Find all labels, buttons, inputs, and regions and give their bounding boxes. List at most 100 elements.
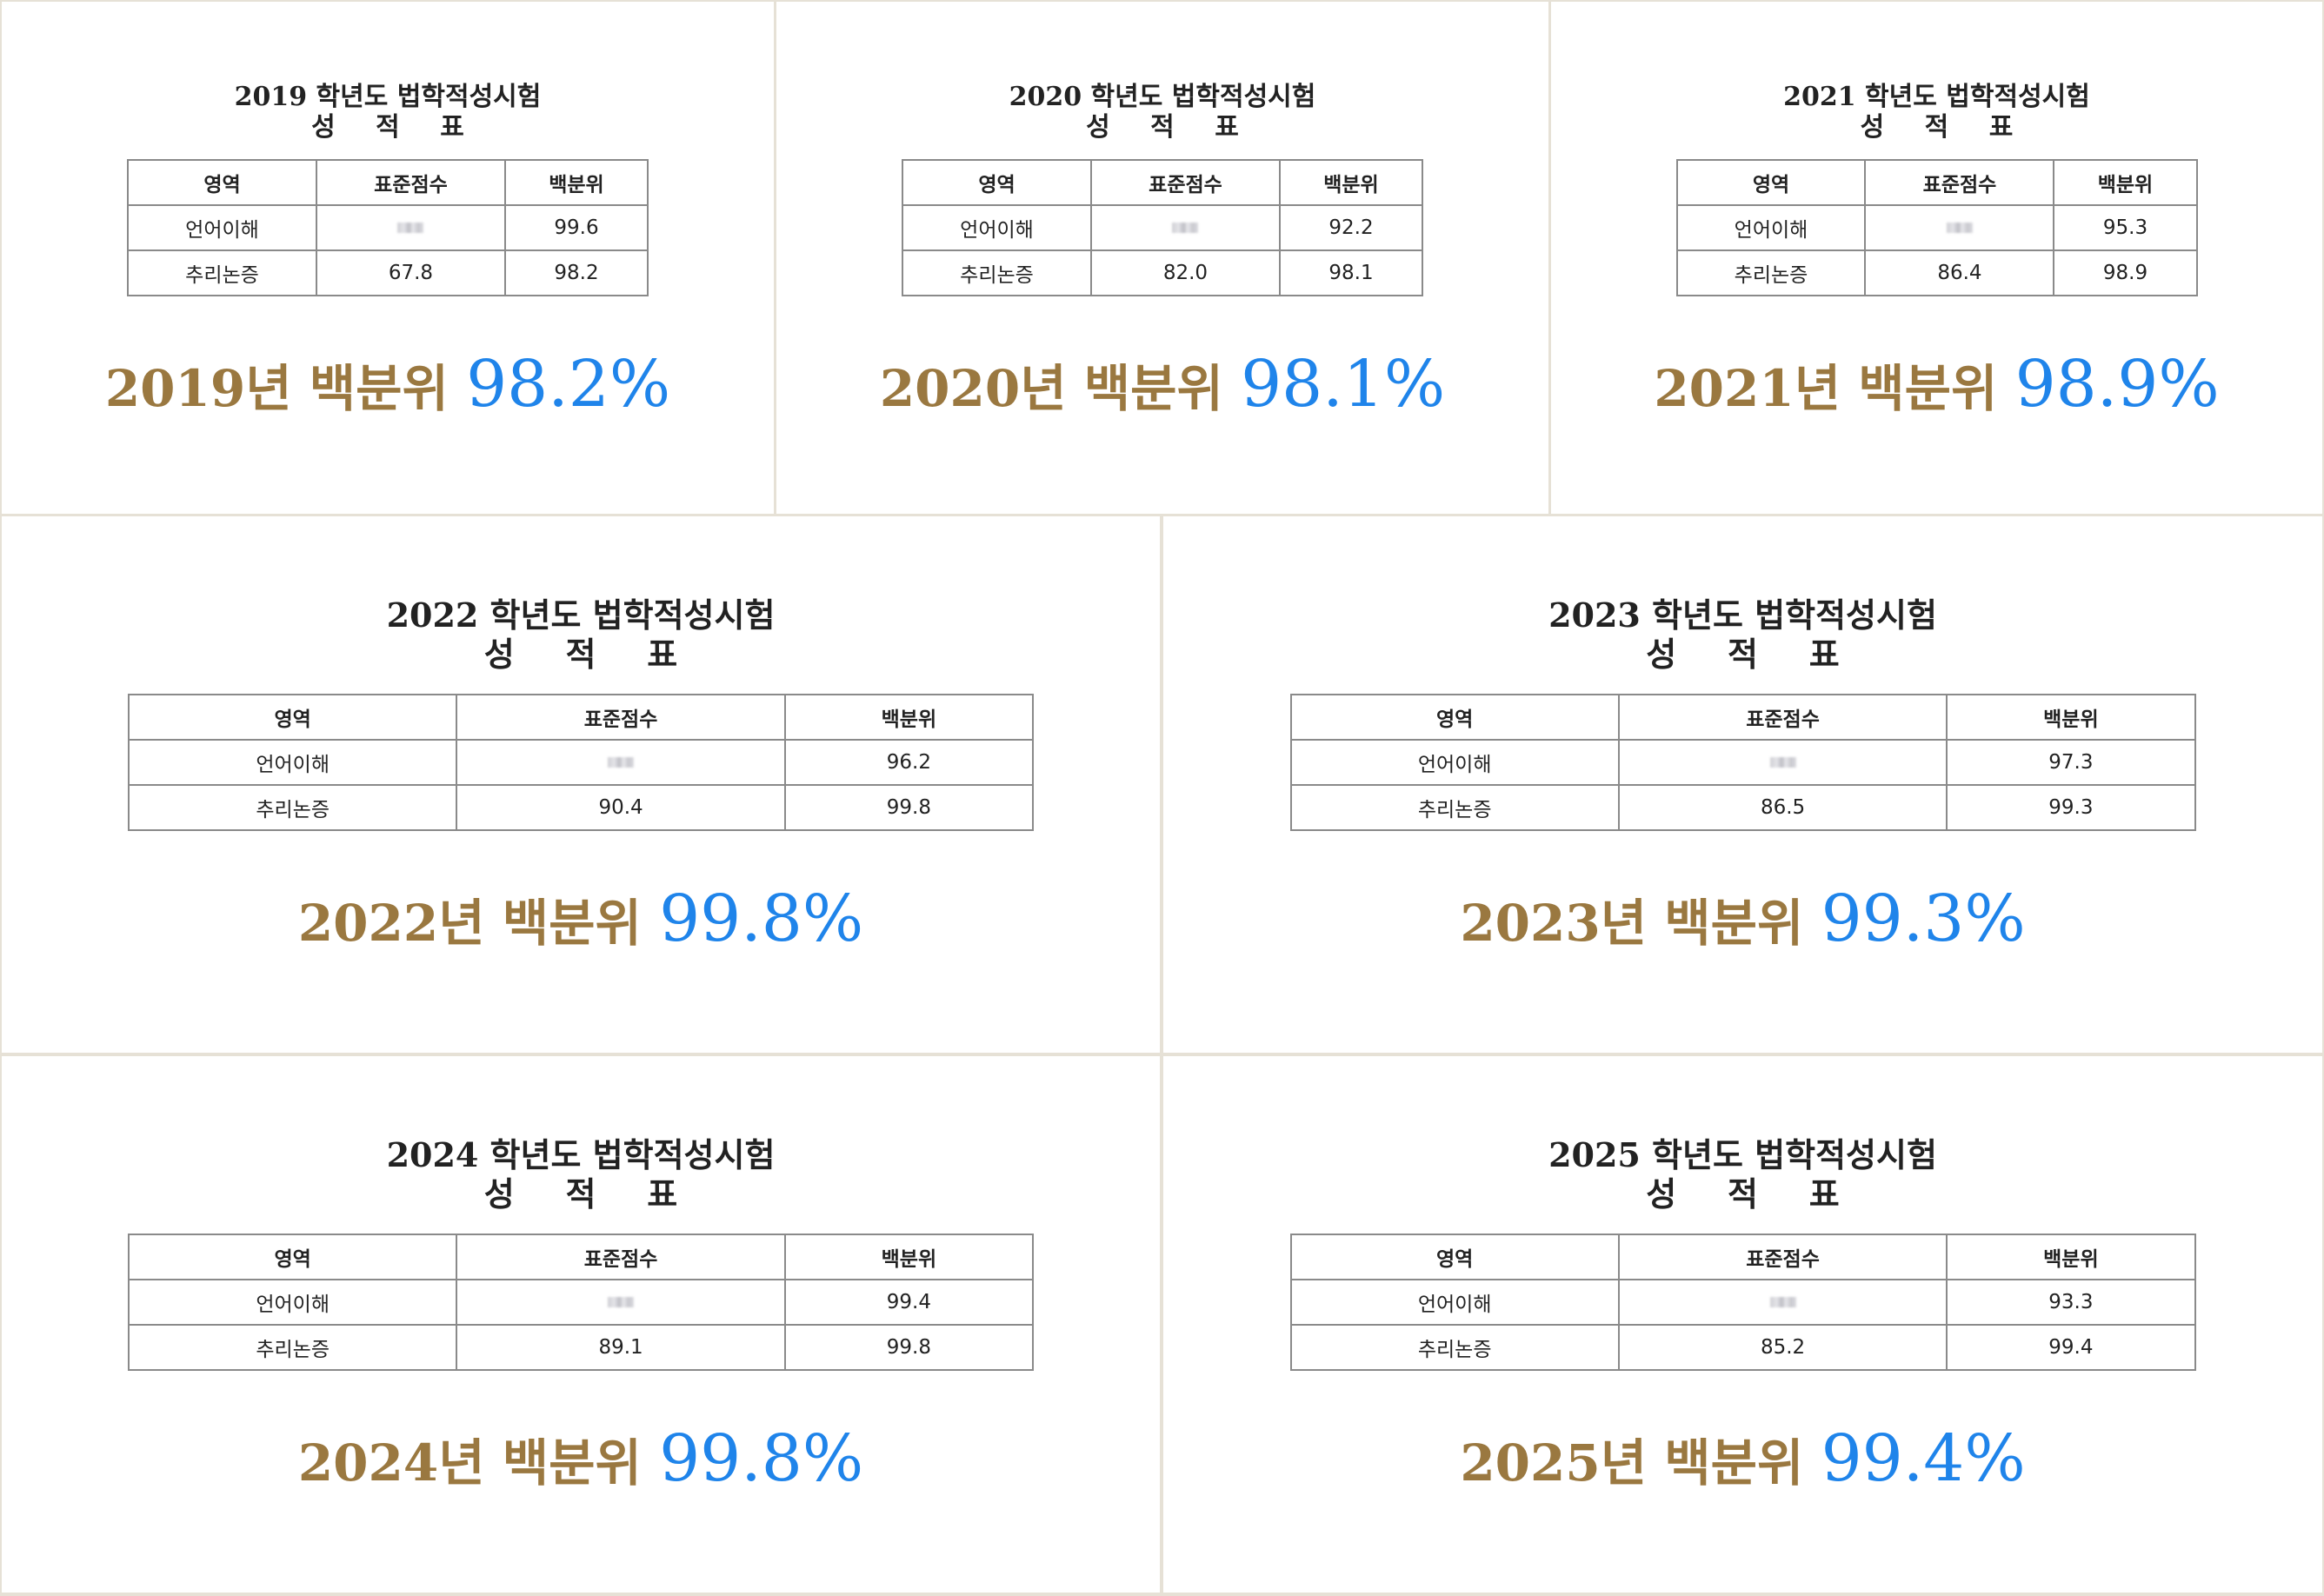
percentile-headline: 2020년 백분위 98.1% (776, 347, 1548, 422)
standard-score-cell: 86.5 (1617, 783, 1948, 831)
area-cell: 언어이해 (127, 203, 317, 251)
header-area: 영역 (1289, 693, 1620, 741)
header-standard-score: 표준점수 (315, 158, 506, 206)
redacted-value (608, 1297, 635, 1308)
sheet-subtitle: 성 적 표 (1860, 112, 2029, 143)
sheet-title: 2023 학년도 법학적성시험 성 적 표 (1163, 516, 2322, 675)
redacted-score-cell (1089, 203, 1281, 251)
percentile-cell: 95.3 (2053, 203, 2198, 251)
exam-title: 2025 학년도 법학적성시험 (1548, 1135, 1937, 1174)
table-header-row: 영역 표준점수 백분위 (127, 158, 649, 206)
score-table: 영역 표준점수 백분위 언어이해 97.3 추리논증 86.5 99.3 (1289, 693, 2196, 831)
standard-score-cell: 67.8 (315, 249, 506, 296)
score-card-2022: 2022 학년도 법학적성시험 성 적 표 영역 표준점수 백분위 언어이해 9… (2, 516, 1160, 1053)
area-cell: 언어이해 (127, 738, 458, 786)
table-row: 추리논증 82.0 98.1 (902, 249, 1424, 296)
header-area: 영역 (127, 693, 458, 741)
exam-title: 2020 학년도 법학적성시험 (1009, 82, 1316, 112)
percentile-cell: 99.4 (1946, 1323, 2196, 1371)
table-row: 추리논증 85.2 99.4 (1289, 1323, 2196, 1371)
headline-percent: 99.4% (1821, 1420, 2026, 1496)
header-area: 영역 (1289, 1233, 1620, 1280)
headline-percent: 99.3% (1821, 881, 2026, 956)
score-card-2019: 2019 학년도 법학적성시험 성 적 표 영역 표준점수 백분위 언어이해 9… (2, 2, 774, 514)
header-standard-score: 표준점수 (456, 693, 786, 741)
score-card-2020: 2020 학년도 법학적성시험 성 적 표 영역 표준점수 백분위 언어이해 9… (776, 2, 1548, 514)
redacted-score-cell (1617, 1278, 1948, 1326)
area-cell: 언어이해 (1675, 203, 1867, 251)
percentile-headline: 2025년 백분위 99.4% (1163, 1421, 2322, 1496)
header-percentile: 백분위 (503, 158, 649, 206)
area-cell: 언어이해 (902, 203, 1092, 251)
area-cell: 추리논증 (127, 783, 458, 831)
table-row: 추리논증 86.4 98.9 (1675, 249, 2198, 296)
score-table: 영역 표준점수 백분위 언어이해 99.4 추리논증 89.1 99.8 (127, 1233, 1035, 1371)
percentile-headline: 2023년 백분위 99.3% (1163, 881, 2322, 956)
headline-label: 2019년 백분위 (104, 358, 449, 418)
percentile-cell: 99.4 (783, 1278, 1035, 1326)
standard-score-cell: 85.2 (1617, 1323, 1948, 1371)
redacted-score-cell (1617, 738, 1948, 786)
score-card-2025: 2025 학년도 법학적성시험 성 적 표 영역 표준점수 백분위 언어이해 9… (1163, 1056, 2322, 1593)
table-header-row: 영역 표준점수 백분위 (902, 158, 1424, 206)
sheet-title: 2020 학년도 법학적성시험 성 적 표 (776, 2, 1548, 143)
table-row: 추리논증 89.1 99.8 (127, 1323, 1035, 1371)
sheet-subtitle: 성 적 표 (483, 1174, 698, 1214)
headline-percent: 98.2% (466, 346, 671, 422)
score-card-2024: 2024 학년도 법학적성시험 성 적 표 영역 표준점수 백분위 언어이해 9… (2, 1056, 1160, 1593)
headline-percent: 99.8% (659, 1420, 864, 1496)
standard-score-cell: 82.0 (1089, 249, 1281, 296)
score-table: 영역 표준점수 백분위 언어이해 93.3 추리논증 85.2 99.4 (1289, 1233, 2196, 1371)
score-table: 영역 표준점수 백분위 언어이해 92.2 추리논증 82.0 98.1 (902, 158, 1424, 296)
table-row: 언어이해 95.3 (1675, 203, 2198, 251)
exam-title: 2022 학년도 법학적성시험 (386, 595, 776, 635)
area-cell: 추리논증 (1289, 1323, 1620, 1371)
table-header-row: 영역 표준점수 백분위 (1675, 158, 2198, 206)
header-standard-score: 표준점수 (456, 1233, 786, 1280)
percentile-cell: 98.1 (1278, 249, 1424, 296)
percentile-cell: 97.3 (1946, 738, 2196, 786)
sheet-title: 2024 학년도 법학적성시험 성 적 표 (2, 1056, 1160, 1214)
table-row: 추리논증 86.5 99.3 (1289, 783, 2196, 831)
exam-title: 2024 학년도 법학적성시험 (386, 1135, 776, 1174)
sheet-subtitle: 성 적 표 (1086, 112, 1255, 143)
standard-score-cell: 86.4 (1864, 249, 2055, 296)
header-area: 영역 (1675, 158, 1867, 206)
sheet-subtitle: 성 적 표 (1646, 1174, 1860, 1214)
headline-percent: 99.8% (659, 881, 864, 956)
table-header-row: 영역 표준점수 백분위 (127, 693, 1035, 741)
exam-title: 2023 학년도 법학적성시험 (1548, 595, 1937, 635)
score-table: 영역 표준점수 백분위 언어이해 95.3 추리논증 86.4 98.9 (1675, 158, 2198, 296)
header-standard-score: 표준점수 (1617, 1233, 1948, 1280)
percentile-cell: 99.8 (783, 1323, 1035, 1371)
redacted-value (397, 223, 424, 234)
score-table: 영역 표준점수 백분위 언어이해 96.2 추리논증 90.4 99.8 (127, 693, 1035, 831)
header-area: 영역 (127, 1233, 458, 1280)
header-percentile: 백분위 (2053, 158, 2198, 206)
table-row: 언어이해 92.2 (902, 203, 1424, 251)
percentile-cell: 98.2 (503, 249, 649, 296)
table-row: 언어이해 99.6 (127, 203, 649, 251)
percentile-cell: 93.3 (1946, 1278, 2196, 1326)
table-row: 언어이해 96.2 (127, 738, 1035, 786)
sheet-title: 2019 학년도 법학적성시험 성 적 표 (2, 2, 774, 143)
percentile-cell: 99.6 (503, 203, 649, 251)
table-row: 추리논증 90.4 99.8 (127, 783, 1035, 831)
sheet-title: 2025 학년도 법학적성시험 성 적 표 (1163, 1056, 2322, 1214)
standard-score-cell: 90.4 (456, 783, 786, 831)
percentile-cell: 96.2 (783, 738, 1035, 786)
redacted-score-cell (456, 1278, 786, 1326)
sheet-subtitle: 성 적 표 (483, 634, 698, 674)
percentile-headline: 2022년 백분위 99.8% (2, 881, 1160, 956)
percentile-cell: 99.8 (783, 783, 1035, 831)
area-cell: 추리논증 (1675, 249, 1867, 296)
sheet-subtitle: 성 적 표 (1646, 634, 1860, 674)
area-cell: 추리논증 (1289, 783, 1620, 831)
redacted-score-cell (315, 203, 506, 251)
headline-percent: 98.1% (1241, 346, 1446, 422)
table-header-row: 영역 표준점수 백분위 (1289, 1233, 2196, 1280)
sheet-title: 2022 학년도 법학적성시험 성 적 표 (2, 516, 1160, 675)
header-percentile: 백분위 (1946, 693, 2196, 741)
headline-label: 2021년 백분위 (1654, 358, 1998, 418)
header-area: 영역 (902, 158, 1092, 206)
